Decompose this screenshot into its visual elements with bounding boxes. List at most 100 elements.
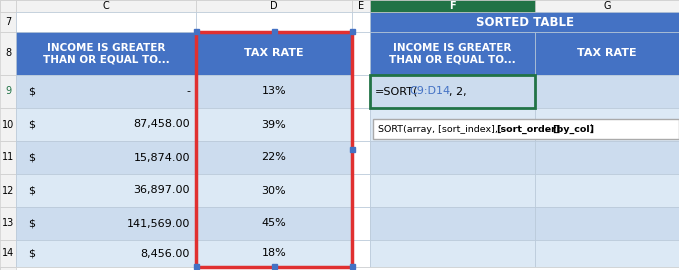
- Bar: [370, 141, 535, 174]
- Bar: [16, 12, 196, 32]
- Bar: [535, 207, 679, 240]
- Bar: [196, 75, 352, 108]
- Bar: [352, 141, 370, 174]
- Text: 10: 10: [2, 120, 14, 130]
- Text: [sort_order]: [sort_order]: [496, 124, 560, 134]
- Text: 87,458.00: 87,458.00: [133, 120, 190, 130]
- Bar: [16, 0, 196, 12]
- Bar: [535, 32, 679, 75]
- Text: F: F: [449, 1, 456, 11]
- Bar: [352, 240, 370, 267]
- Bar: [350, 147, 355, 151]
- Text: $: $: [28, 218, 35, 228]
- Bar: [352, 108, 370, 141]
- Bar: [196, 240, 352, 267]
- Bar: [194, 29, 199, 34]
- Bar: [196, 32, 352, 267]
- Text: 8: 8: [5, 49, 11, 59]
- Text: E: E: [358, 1, 364, 11]
- Text: 18%: 18%: [261, 248, 287, 258]
- Bar: [350, 264, 355, 269]
- Bar: [0, 108, 16, 141]
- Bar: [370, 174, 535, 207]
- Bar: [352, 12, 370, 32]
- Bar: [0, 75, 16, 108]
- Text: 13%: 13%: [261, 86, 287, 96]
- Text: TAX RATE: TAX RATE: [577, 49, 637, 59]
- Bar: [535, 75, 679, 108]
- Text: $: $: [28, 185, 35, 195]
- Bar: [370, 207, 535, 240]
- Bar: [0, 267, 16, 270]
- Bar: [535, 174, 679, 207]
- Bar: [535, 240, 679, 267]
- Bar: [16, 174, 196, 207]
- Bar: [16, 75, 196, 108]
- Text: TAX RATE: TAX RATE: [244, 49, 304, 59]
- Bar: [194, 264, 199, 269]
- Bar: [370, 0, 535, 12]
- Bar: [535, 0, 679, 12]
- Text: 141,569.00: 141,569.00: [126, 218, 190, 228]
- Bar: [196, 32, 352, 75]
- Bar: [196, 0, 352, 12]
- Text: INCOME IS GREATER
THAN OR EQUAL TO...: INCOME IS GREATER THAN OR EQUAL TO...: [43, 43, 169, 64]
- Text: $: $: [28, 248, 35, 258]
- Bar: [0, 240, 16, 267]
- Text: [by_col]: [by_col]: [552, 124, 594, 134]
- Bar: [196, 12, 352, 32]
- Text: 7: 7: [5, 17, 11, 27]
- Bar: [370, 108, 535, 141]
- Text: =SORT(: =SORT(: [375, 86, 418, 96]
- Bar: [352, 32, 370, 75]
- Bar: [0, 267, 679, 270]
- Text: SORTED TABLE: SORTED TABLE: [475, 15, 574, 29]
- Text: C: C: [103, 1, 109, 11]
- Bar: [370, 75, 535, 108]
- Bar: [16, 141, 196, 174]
- Text: $: $: [28, 86, 35, 96]
- Bar: [16, 240, 196, 267]
- Text: 22%: 22%: [261, 153, 287, 163]
- Text: G: G: [603, 1, 610, 11]
- Bar: [196, 207, 352, 240]
- Bar: [352, 0, 370, 12]
- Bar: [352, 75, 370, 108]
- Bar: [352, 174, 370, 207]
- Text: 11: 11: [2, 153, 14, 163]
- Text: C9:D14: C9:D14: [409, 86, 450, 96]
- Text: 30%: 30%: [261, 185, 287, 195]
- Text: 36,897.00: 36,897.00: [134, 185, 190, 195]
- Bar: [196, 141, 352, 174]
- Bar: [370, 32, 535, 75]
- Text: 9: 9: [5, 86, 11, 96]
- Bar: [535, 141, 679, 174]
- Bar: [0, 0, 16, 12]
- Text: INCOME IS GREATER
THAN OR EQUAL TO...: INCOME IS GREATER THAN OR EQUAL TO...: [389, 43, 516, 64]
- Bar: [0, 0, 679, 12]
- Bar: [196, 174, 352, 207]
- Bar: [16, 207, 196, 240]
- Bar: [196, 108, 352, 141]
- Bar: [373, 119, 679, 139]
- Text: D: D: [270, 1, 278, 11]
- Text: ): ): [589, 124, 593, 133]
- Bar: [370, 240, 535, 267]
- Text: $: $: [28, 153, 35, 163]
- Text: ,: ,: [545, 124, 551, 133]
- Bar: [0, 141, 16, 174]
- Text: 12: 12: [2, 185, 14, 195]
- Text: 15,874.00: 15,874.00: [134, 153, 190, 163]
- Bar: [0, 32, 16, 75]
- Text: $: $: [28, 120, 35, 130]
- Bar: [352, 207, 370, 240]
- Text: 39%: 39%: [261, 120, 287, 130]
- Bar: [350, 29, 355, 34]
- Text: 13: 13: [2, 218, 14, 228]
- Text: 45%: 45%: [261, 218, 287, 228]
- Bar: [535, 108, 679, 141]
- Bar: [272, 264, 277, 269]
- Bar: [16, 32, 196, 75]
- Bar: [370, 12, 679, 32]
- Bar: [16, 108, 196, 141]
